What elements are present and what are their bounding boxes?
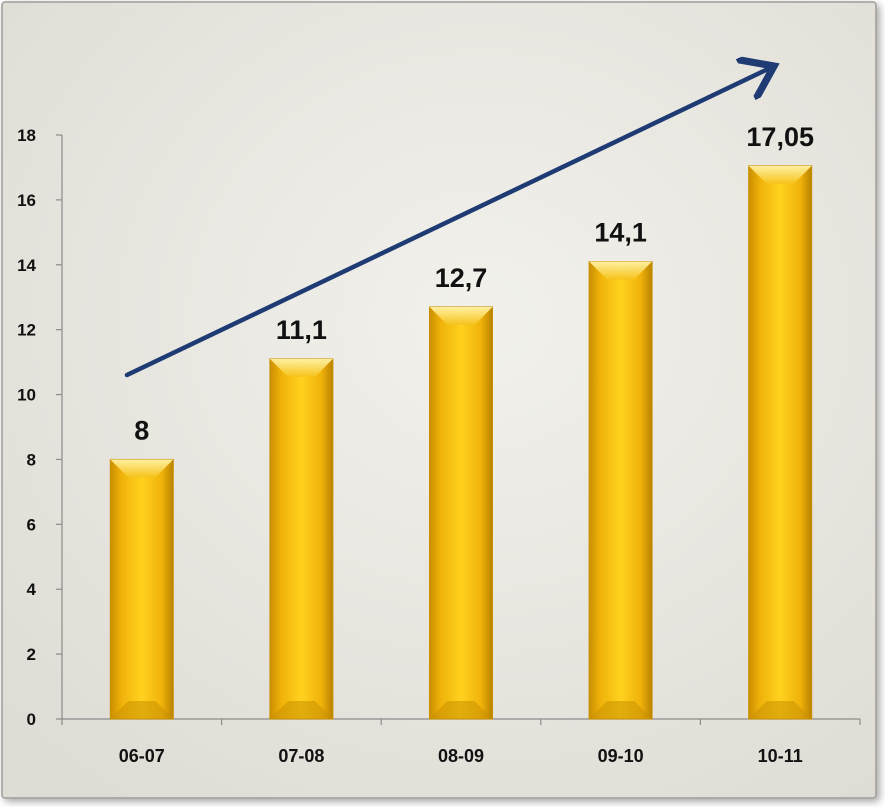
x-tick-label: 10-11 xyxy=(758,746,803,766)
data-labels: 8 11,1 12,7 14,1 17,05 xyxy=(134,122,814,446)
data-label: 12,7 xyxy=(435,263,488,293)
y-tick-label: 8 xyxy=(27,450,36,469)
y-tick-label: 2 xyxy=(27,645,36,664)
bar-body xyxy=(588,261,653,720)
x-tick-label: 08-09 xyxy=(438,746,484,766)
y-tick-label: 16 xyxy=(17,191,36,210)
bar xyxy=(588,261,653,720)
bar-body xyxy=(429,306,493,720)
bar-bottom-bevel xyxy=(589,701,653,719)
y-tick-label: 0 xyxy=(27,710,36,729)
x-tick-label: 09-10 xyxy=(598,746,644,766)
y-tick-label: 4 xyxy=(27,580,37,599)
data-label: 8 xyxy=(134,415,149,445)
trend-arrow xyxy=(124,68,770,378)
y-tick-label: 14 xyxy=(17,256,36,275)
x-tick-label: 07-08 xyxy=(278,746,324,766)
y-tick-label: 6 xyxy=(27,515,36,534)
bar-bottom-bevel xyxy=(748,701,812,719)
bar-top-bevel xyxy=(269,358,333,377)
data-label: 17,05 xyxy=(746,122,814,152)
bar-bottom-bevel xyxy=(110,701,174,719)
bar-body xyxy=(748,165,813,720)
bar-body xyxy=(269,358,334,720)
bar xyxy=(748,165,813,720)
bar-bottom-bevel xyxy=(269,701,333,719)
bar-top-bevel xyxy=(429,306,493,325)
bar-body xyxy=(109,458,174,720)
data-label: 11,1 xyxy=(276,315,327,345)
bar xyxy=(109,458,174,720)
y-tick-label: 12 xyxy=(17,321,36,340)
y-tick-label: 18 xyxy=(17,126,36,145)
y-tick-label: 10 xyxy=(17,386,36,405)
data-label: 14,1 xyxy=(594,218,647,248)
bars xyxy=(109,165,813,720)
bar xyxy=(429,306,493,720)
bar xyxy=(269,358,334,720)
x-tick-label: 06-07 xyxy=(119,746,165,766)
bar-bottom-bevel xyxy=(429,701,493,719)
bar-top-bevel xyxy=(589,261,653,280)
bar-top-bevel xyxy=(110,459,174,478)
bar-top-bevel xyxy=(748,165,812,184)
